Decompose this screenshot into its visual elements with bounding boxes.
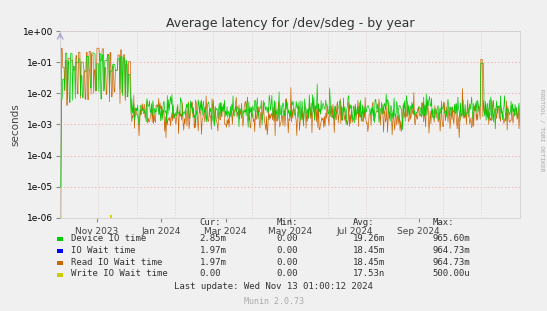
Text: Last update: Wed Nov 13 01:00:12 2024: Last update: Wed Nov 13 01:00:12 2024: [174, 281, 373, 290]
Text: Munin 2.0.73: Munin 2.0.73: [243, 297, 304, 306]
Text: Avg:: Avg:: [353, 218, 374, 227]
Text: Write IO Wait time: Write IO Wait time: [71, 269, 168, 278]
Text: IO Wait time: IO Wait time: [71, 246, 136, 255]
Text: Max:: Max:: [432, 218, 453, 227]
Y-axis label: seconds: seconds: [10, 103, 20, 146]
Text: 964.73m: 964.73m: [432, 246, 470, 255]
Text: Read IO Wait time: Read IO Wait time: [71, 258, 162, 267]
Text: 0.00: 0.00: [200, 269, 221, 278]
Text: 964.73m: 964.73m: [432, 258, 470, 267]
Text: 17.53n: 17.53n: [353, 269, 385, 278]
Text: RRDTOOL / TOBI OETIKER: RRDTOOL / TOBI OETIKER: [539, 89, 544, 172]
Text: 0.00: 0.00: [276, 234, 298, 243]
Text: 500.00u: 500.00u: [432, 269, 470, 278]
Text: 965.60m: 965.60m: [432, 234, 470, 243]
Text: Min:: Min:: [276, 218, 298, 227]
Text: 0.00: 0.00: [276, 258, 298, 267]
Text: 2.85m: 2.85m: [200, 234, 226, 243]
Text: 19.26m: 19.26m: [353, 234, 385, 243]
Text: 18.45m: 18.45m: [353, 246, 385, 255]
Text: 1.97m: 1.97m: [200, 246, 226, 255]
Text: 18.45m: 18.45m: [353, 258, 385, 267]
Text: Cur:: Cur:: [200, 218, 221, 227]
Text: 1.97m: 1.97m: [200, 258, 226, 267]
Text: 0.00: 0.00: [276, 246, 298, 255]
Title: Average latency for /dev/sdeg - by year: Average latency for /dev/sdeg - by year: [166, 17, 414, 30]
Text: Device IO time: Device IO time: [71, 234, 147, 243]
Text: 0.00: 0.00: [276, 269, 298, 278]
